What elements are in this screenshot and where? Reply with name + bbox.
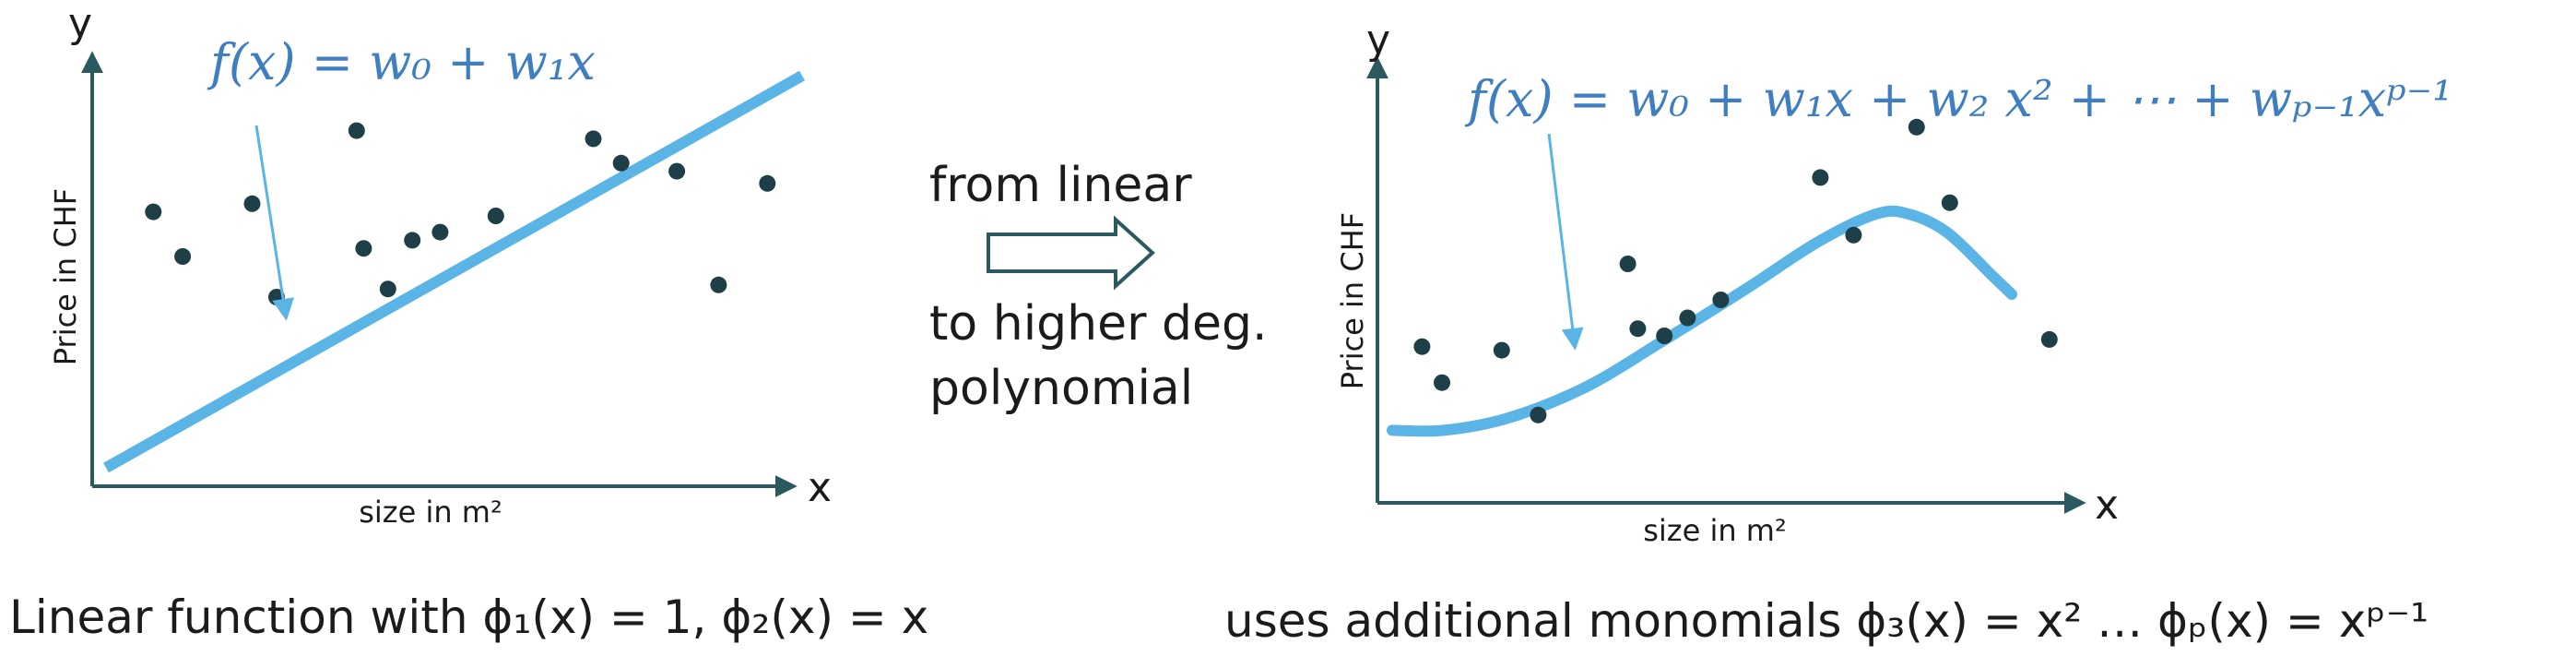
left-data-point [585, 130, 602, 148]
transition-label: from linear to higher deg. polynomial [929, 158, 1268, 416]
left-data-point [145, 203, 162, 221]
right-annotation-arrow [1547, 133, 1584, 351]
left-data-point [174, 248, 192, 265]
right-data-point [1679, 309, 1696, 327]
left-data-point [404, 232, 421, 249]
right-y-axis-title: Price in CHF [1335, 212, 1370, 389]
right-fit-curve [1387, 205, 2017, 437]
right-data-point [1656, 328, 1673, 344]
right-caption: uses additional monomials ϕ₃(x) = x² … ϕ… [1224, 594, 2428, 648]
left-fit-line [103, 70, 805, 473]
right-data-point [1629, 320, 1647, 338]
left-data-point [668, 162, 686, 180]
hollow-right-arrow-icon [987, 215, 1155, 291]
left-x-axis-title: size in m² [359, 495, 502, 530]
right-x-axis-title: size in m² [1643, 513, 1787, 548]
left-data-points [145, 122, 776, 305]
right-data-point [1434, 374, 1450, 391]
right-data-point [1845, 226, 1862, 244]
left-data-point [243, 195, 261, 212]
right-data-point [2040, 330, 2058, 348]
left-data-point [612, 154, 630, 172]
left-annotation-arrow [254, 125, 294, 321]
left-plot: y x Price in CHF size in m² f(x) = w₀ + … [48, 0, 832, 530]
transition-bottom-text-2: polynomial [929, 361, 1193, 416]
right-x-label: x [2095, 482, 2119, 529]
left-caption: Linear function with ϕ₁(x) = 1, ϕ₂(x) = … [9, 590, 928, 644]
left-data-point [487, 208, 504, 224]
left-data-point [348, 122, 365, 139]
right-data-points [1413, 118, 2058, 423]
left-data-point [759, 174, 776, 192]
right-y-label: y [1366, 17, 1390, 64]
left-x-label: x [808, 464, 832, 511]
right-formula: f(x) = w₀ + w₁x + w₂ x² + ⋯ + wₚ₋₁xᵖ⁻¹ [1464, 70, 2452, 128]
left-data-point [355, 240, 372, 257]
right-plot: y x Price in CHF size in m² f(x) = w₀ + … [1335, 17, 2452, 548]
right-data-point [1619, 256, 1637, 272]
right-data-point [1413, 338, 1431, 355]
right-data-point [1941, 194, 1958, 211]
left-data-point [431, 223, 449, 241]
right-data-point [1530, 406, 1547, 423]
right-data-point [1812, 169, 1829, 186]
right-data-point [1493, 341, 1510, 359]
left-data-point [710, 276, 727, 293]
left-data-point [379, 280, 396, 298]
left-y-axis-title: Price in CHF [48, 188, 83, 365]
left-formula: f(x) = w₀ + w₁x [207, 33, 596, 91]
right-data-point [1908, 118, 1925, 136]
right-data-point [1712, 292, 1730, 308]
transition-top-text: from linear [929, 158, 1192, 213]
transition-bottom-text-1: to higher deg. [929, 296, 1268, 352]
left-y-label: y [68, 0, 92, 47]
